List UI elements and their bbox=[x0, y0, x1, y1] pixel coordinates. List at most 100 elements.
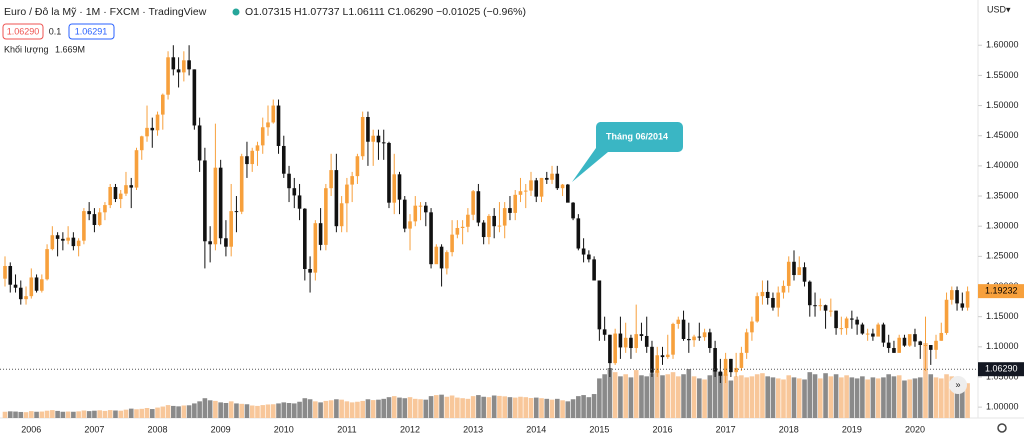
volume-bar bbox=[828, 376, 834, 418]
candle-body bbox=[813, 305, 817, 307]
candle-body bbox=[871, 333, 875, 337]
volume-bar bbox=[228, 401, 234, 418]
candle-body bbox=[718, 371, 723, 376]
candle-body bbox=[34, 277, 39, 291]
candle-body bbox=[886, 342, 891, 349]
y-tick-label: 1.10000 bbox=[986, 341, 1019, 351]
candle-body bbox=[139, 136, 144, 151]
volume-bar bbox=[497, 395, 502, 418]
candle-body bbox=[576, 218, 581, 249]
candle-body bbox=[765, 291, 770, 298]
candle-body bbox=[218, 167, 223, 239]
volume-bar bbox=[881, 377, 886, 418]
volume-bar bbox=[665, 374, 671, 418]
volume-bar bbox=[444, 396, 450, 418]
volume-bar bbox=[607, 368, 613, 418]
volume-bar bbox=[44, 410, 50, 418]
candle-body bbox=[82, 211, 86, 241]
x-tick-label: 2011 bbox=[337, 424, 356, 434]
candle-body bbox=[176, 69, 181, 73]
volume-bar bbox=[923, 343, 928, 418]
volume-bar bbox=[334, 399, 339, 418]
candle-body bbox=[439, 246, 444, 269]
candle-body bbox=[592, 259, 596, 281]
candle-body bbox=[629, 337, 633, 349]
volume-bar bbox=[670, 372, 676, 418]
settings-icon[interactable] bbox=[997, 423, 1007, 433]
volume-bar bbox=[765, 376, 770, 418]
volume-bar bbox=[355, 401, 360, 418]
candle-body bbox=[18, 287, 23, 300]
candle-body bbox=[55, 235, 60, 239]
candle-body bbox=[303, 208, 307, 270]
candle-body bbox=[182, 60, 186, 73]
candle-body bbox=[266, 122, 270, 128]
volume-bar bbox=[618, 376, 623, 418]
candle-body bbox=[639, 334, 644, 336]
candle-body bbox=[424, 205, 428, 213]
buy-box[interactable] bbox=[68, 23, 115, 40]
candle-body bbox=[739, 352, 744, 368]
candle-body bbox=[40, 279, 44, 291]
candle-body bbox=[950, 290, 954, 300]
sell-box[interactable] bbox=[2, 23, 44, 40]
y-tick-label: 1.55000 bbox=[986, 70, 1019, 80]
candle-body bbox=[418, 205, 423, 207]
candle-body bbox=[224, 238, 228, 247]
candle-body bbox=[508, 208, 512, 213]
candle-body bbox=[276, 105, 281, 146]
candle-body bbox=[850, 318, 854, 320]
candle-body bbox=[250, 150, 255, 165]
scroll-icon[interactable]: » bbox=[955, 379, 960, 389]
volume-bar bbox=[460, 398, 465, 418]
volume-bar bbox=[807, 372, 813, 418]
candle-body bbox=[434, 246, 439, 265]
volume-bar bbox=[597, 378, 602, 418]
candle-body bbox=[939, 332, 944, 341]
volume-bar bbox=[570, 399, 576, 418]
candle-body bbox=[807, 281, 812, 306]
volume-bar bbox=[839, 377, 844, 418]
y-tick-label: 1.30000 bbox=[986, 221, 1019, 231]
volume-bar bbox=[944, 374, 949, 418]
sell-price[interactable]: 1.06290 bbox=[7, 26, 40, 36]
volume-bar bbox=[186, 405, 192, 418]
volume-bar bbox=[360, 400, 365, 418]
scroll-button[interactable] bbox=[949, 376, 967, 394]
volume-bar bbox=[181, 405, 187, 418]
volume-bar bbox=[544, 398, 550, 418]
candle-body bbox=[723, 358, 728, 376]
candle-body bbox=[934, 340, 938, 350]
candle-body bbox=[192, 69, 197, 126]
volume-bar bbox=[249, 405, 255, 418]
volume-bar bbox=[949, 376, 955, 418]
volume-bar bbox=[412, 398, 418, 418]
volume-bar bbox=[539, 398, 544, 418]
volume-bar bbox=[276, 403, 281, 418]
candle-body bbox=[308, 269, 312, 273]
volume-bar bbox=[528, 398, 534, 418]
volume-bar bbox=[128, 408, 134, 418]
volume-bar bbox=[123, 409, 129, 418]
volume-bar bbox=[644, 376, 650, 418]
volume-bar bbox=[654, 371, 660, 418]
candle-body bbox=[750, 321, 754, 333]
volume-bar bbox=[681, 374, 686, 418]
buy-price[interactable]: 1.06291 bbox=[75, 26, 108, 36]
candle-body bbox=[834, 310, 838, 329]
x-tick-label: 2013 bbox=[463, 424, 483, 434]
currency-menu[interactable]: USD▾ bbox=[987, 4, 1011, 14]
candle-body bbox=[460, 226, 465, 228]
candle-body bbox=[566, 184, 570, 203]
volume-bar bbox=[739, 375, 744, 418]
candle-body bbox=[760, 291, 765, 297]
candle-body bbox=[87, 211, 91, 215]
candle-body bbox=[918, 341, 923, 346]
candle-body bbox=[334, 170, 339, 227]
volume-bar bbox=[102, 410, 108, 418]
volume-bar bbox=[423, 399, 429, 418]
candle-body bbox=[402, 199, 407, 229]
candle-body bbox=[487, 215, 491, 238]
candle-body bbox=[786, 261, 791, 286]
candle-body bbox=[544, 177, 549, 180]
